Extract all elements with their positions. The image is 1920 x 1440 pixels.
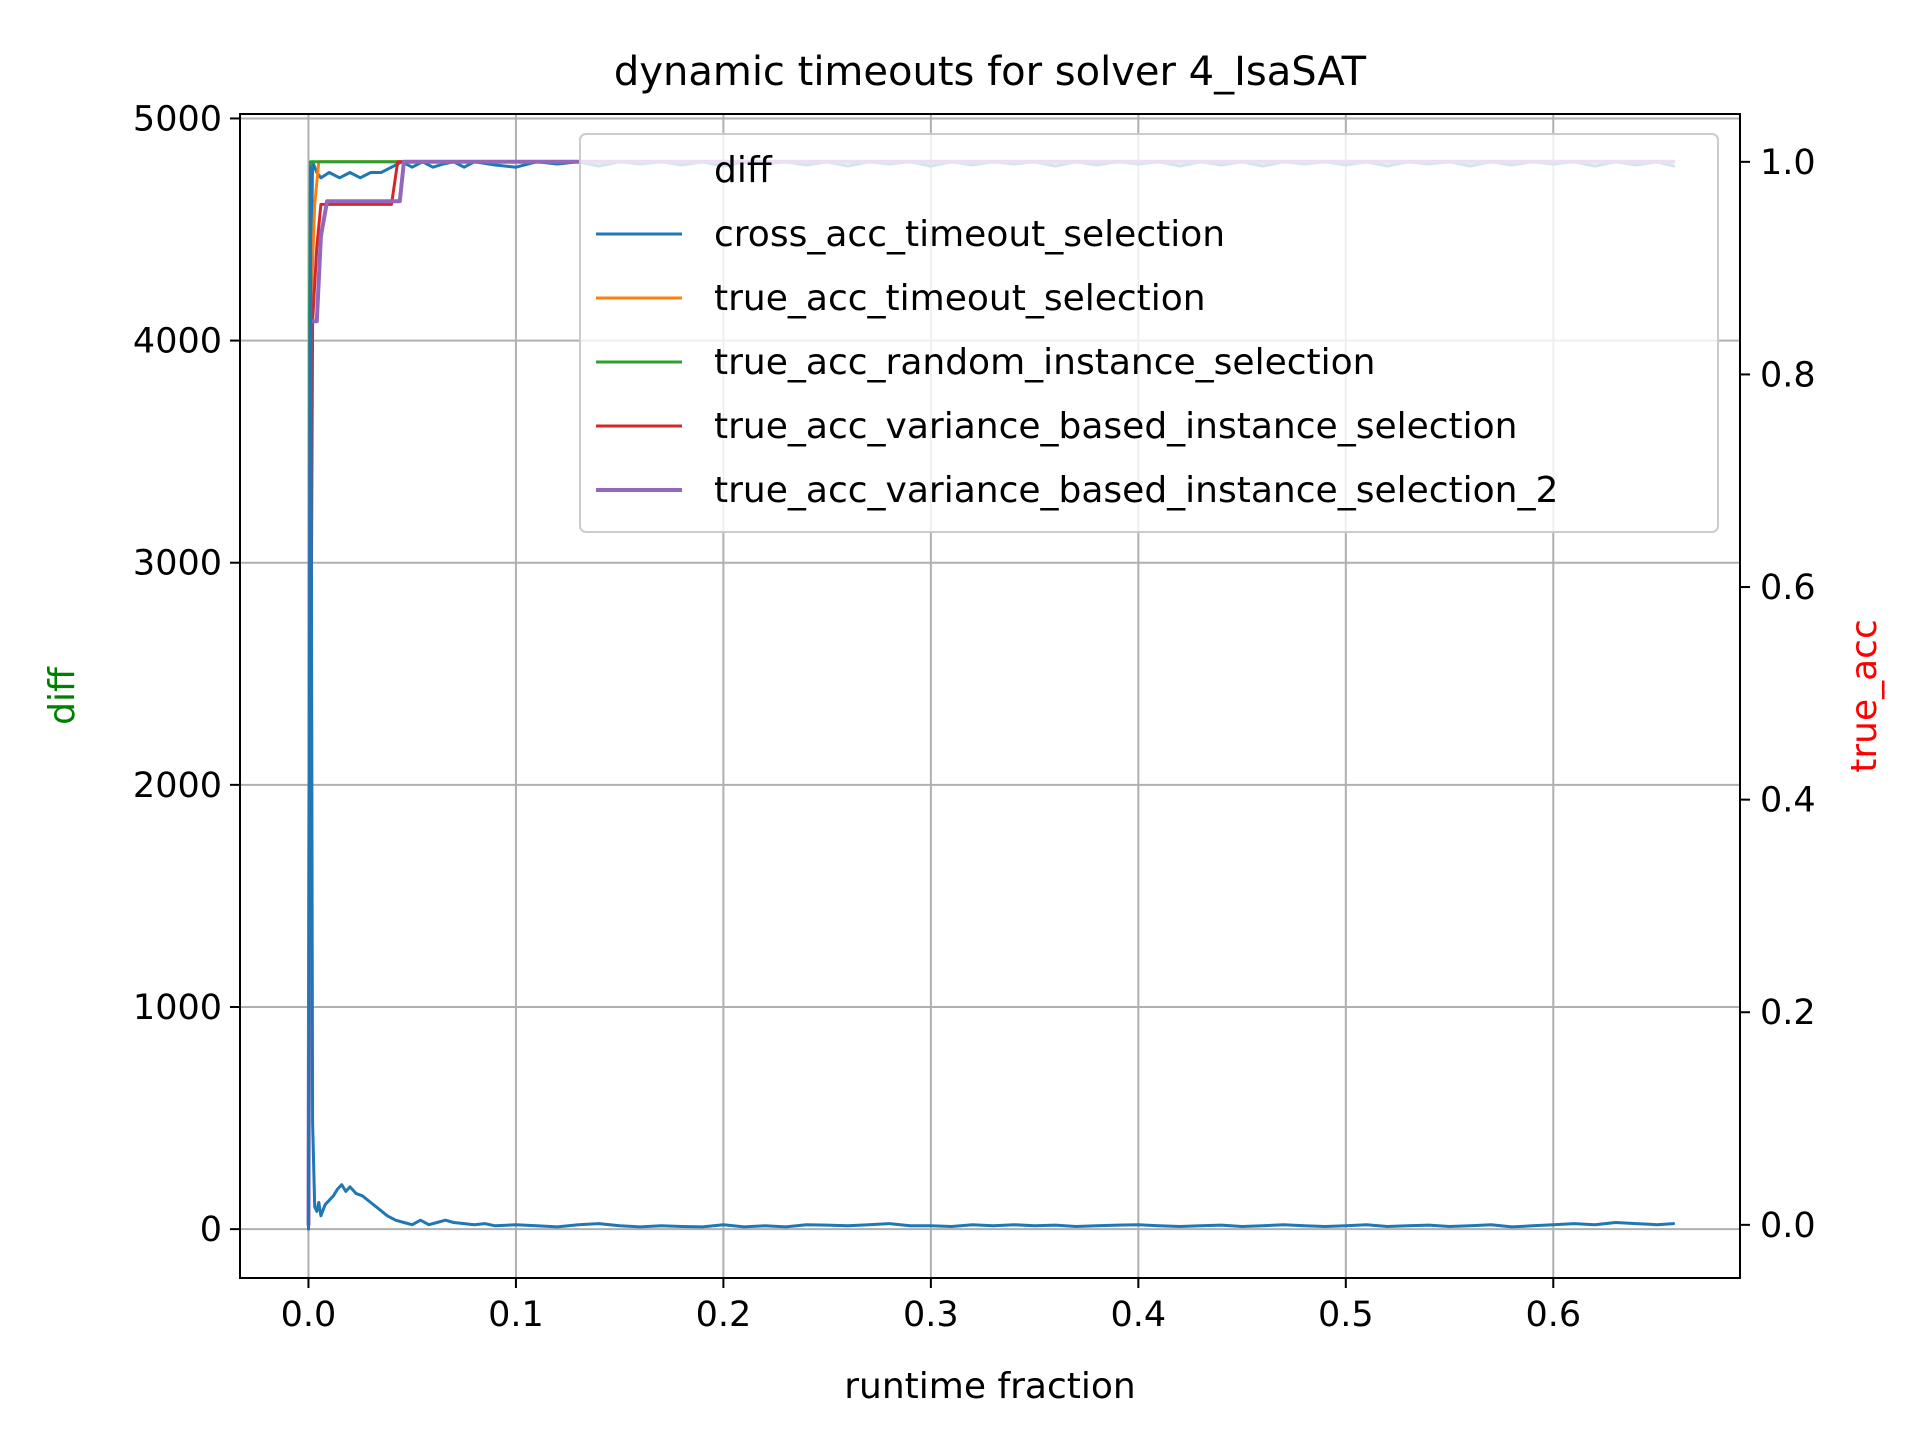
x-tick-label: 0.4	[1111, 1295, 1167, 1335]
legend-label: true_acc_variance_based_instance_selecti…	[714, 470, 1558, 511]
legend-label: true_acc_random_instance_selection	[714, 342, 1375, 383]
plot-frame	[239, 113, 1741, 1279]
y-right-tick-label: 0.4	[1760, 781, 1816, 821]
legend-label: cross_acc_timeout_selection	[714, 214, 1225, 255]
x-tick-label: 0.6	[1525, 1295, 1581, 1335]
y-left-tick-label: 4000	[133, 322, 222, 362]
y-right-tick-label: 0.0	[1760, 1206, 1816, 1246]
y-right-tick-label: 0.8	[1760, 355, 1816, 395]
chart-title: dynamic timeouts for solver 4_IsaSAT	[614, 49, 1367, 95]
series-line-diff	[307, 165, 1676, 1231]
y-left-tick-label: 3000	[133, 544, 222, 584]
legend-label: true_acc_timeout_selection	[714, 278, 1206, 319]
y-left-tick-label: 1000	[133, 988, 222, 1028]
x-tick-label: 0.2	[696, 1295, 752, 1335]
x-tick-label: 0.5	[1318, 1295, 1374, 1335]
legend-label: diff	[714, 150, 773, 191]
x-tick-label: 0.1	[488, 1295, 544, 1335]
x-tick-label: 0.3	[903, 1295, 959, 1335]
y-right-tick-label: 0.2	[1760, 993, 1816, 1033]
legend-label: true_acc_variance_based_instance_selecti…	[714, 406, 1518, 447]
x-axis-label: runtime fraction	[844, 1366, 1136, 1407]
y-left-tick-label: 2000	[133, 766, 222, 806]
series-line-true-acc-variance-based-instance-selection	[307, 160, 1676, 1227]
y-left-tick-label: 0	[200, 1210, 222, 1250]
legend: diff cross_acc_timeout_selection true_acc_…	[579, 133, 1719, 533]
y-axis-left-label: diff	[42, 666, 83, 725]
y-left-tick-label: 5000	[133, 99, 222, 139]
x-axis: 0.0 0.1 0.2 0.3 0.4 0.5 0.6	[281, 1278, 1581, 1335]
legend-frame	[579, 133, 1719, 533]
y-right-tick-label: 1.0	[1760, 143, 1816, 183]
y-axis-left: 0 1000 2000 3000 4000 5000	[133, 99, 240, 1250]
y-axis-right: 0.0 0.2 0.4 0.6 0.8 1.0	[1740, 143, 1816, 1246]
x-tick-label: 0.0	[281, 1295, 337, 1335]
y-axis-right-label: true_acc	[1844, 619, 1885, 773]
y-right-tick-label: 0.6	[1760, 568, 1816, 608]
